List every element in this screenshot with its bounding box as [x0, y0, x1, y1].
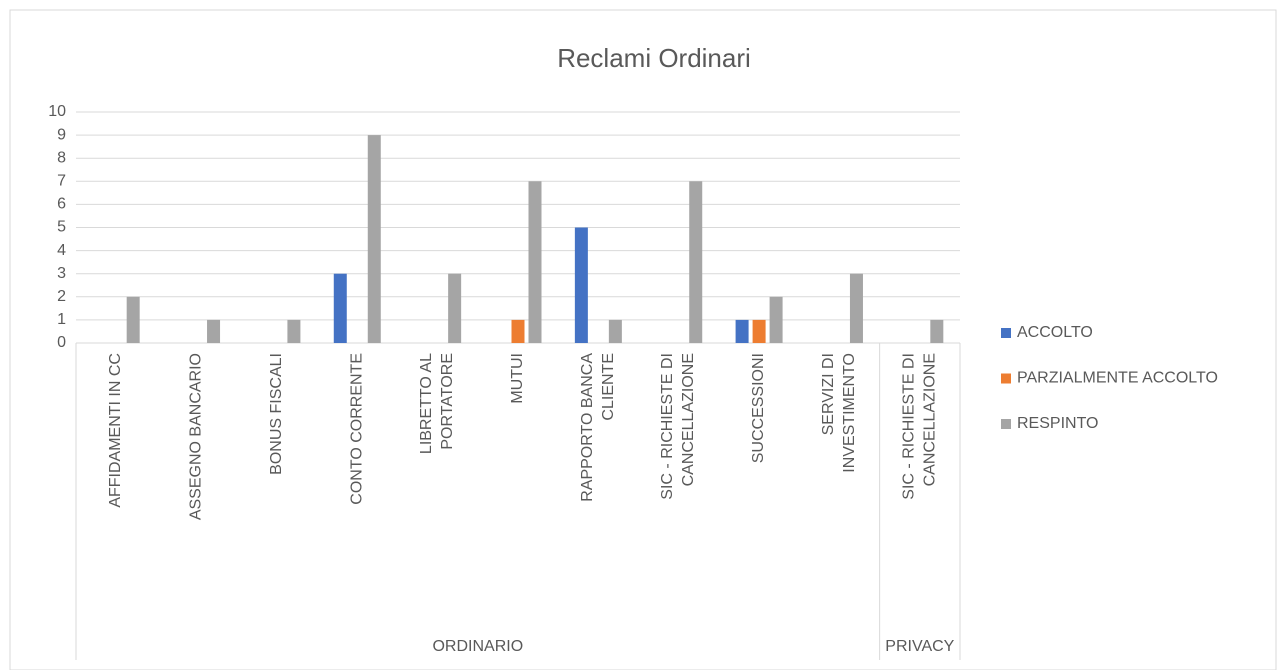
y-tick-label: 6 — [57, 196, 66, 213]
x-tick-label-line: BONUS FISCALI — [268, 353, 285, 475]
bar — [333, 273, 347, 343]
chart-frame — [9, 9, 1277, 670]
x-tick-label: MUTUI — [509, 353, 526, 404]
x-tick-label-line: SUCCESSIONI — [750, 353, 767, 463]
x-tick-label-line: CANCELLAZIONE — [680, 353, 697, 486]
x-tick-label-line: CONTO CORRENTE — [348, 353, 365, 505]
bar — [207, 319, 221, 343]
legend-label: PARZIALMENTE ACCOLTO — [1017, 370, 1218, 387]
chart-title: Reclami Ordinari — [557, 43, 751, 73]
bar — [367, 135, 381, 343]
x-tick-label: SUCCESSIONI — [750, 353, 767, 463]
y-tick-label: 1 — [57, 311, 66, 328]
x-tick-label: SIC - RICHIESTE DI CANCELLAZIONE — [901, 353, 939, 500]
bar — [287, 319, 301, 343]
bar — [574, 227, 588, 343]
y-tick-label: 10 — [48, 103, 66, 120]
bar — [735, 319, 749, 343]
x-tick-label-line: ASSEGNO BANCARIO — [188, 353, 205, 520]
x-tick-label: ASSEGNO BANCARIO — [188, 353, 205, 520]
y-tick-label: 2 — [57, 288, 66, 305]
bar — [849, 273, 863, 343]
y-tick-label: 5 — [57, 219, 66, 236]
x-tick-label: BONUS FISCALI — [268, 353, 285, 475]
group-label: PRIVACY — [885, 638, 954, 655]
bar — [608, 319, 622, 343]
x-tick-label-line: SIC - RICHIESTE DI — [659, 353, 676, 500]
x-tick-label-line: MUTUI — [509, 353, 526, 404]
bar — [511, 319, 525, 343]
bar — [930, 319, 944, 343]
x-tick-label: RAPPORTO BANCA CLIENTE — [579, 353, 617, 502]
x-tick-label: SIC - RICHIESTE DI CANCELLAZIONE — [659, 353, 697, 500]
y-tick-label: 3 — [57, 265, 66, 282]
bar — [528, 181, 542, 343]
bar — [689, 181, 703, 343]
y-tick-label: 9 — [57, 126, 66, 143]
y-tick-label: 7 — [57, 173, 66, 190]
legend-label: ACCOLTO — [1017, 324, 1093, 341]
x-tick-label-line: RAPPORTO BANCA — [579, 353, 596, 502]
bar — [448, 273, 462, 343]
y-tick-label: 4 — [57, 242, 66, 259]
legend-swatch — [1001, 328, 1011, 338]
x-tick-label-line: CLIENTE — [600, 353, 617, 421]
x-tick-label-line: CANCELLAZIONE — [922, 353, 939, 486]
legend-swatch — [1001, 419, 1011, 429]
x-tick-label: CONTO CORRENTE — [348, 353, 365, 505]
legend-label: RESPINTO — [1017, 415, 1099, 432]
bar — [769, 296, 783, 343]
x-tick-label-line: LIBRETTO AL — [418, 353, 435, 454]
bar — [752, 319, 766, 343]
x-tick-label-line: SIC - RICHIESTE DI — [901, 353, 918, 500]
x-tick-label: AFFIDAMENTI IN CC — [107, 353, 124, 508]
y-tick-label: 0 — [57, 334, 66, 351]
x-tick-label-line: PORTATORE — [439, 353, 456, 450]
x-tick-label: LIBRETTO AL PORTATORE — [418, 353, 456, 454]
x-tick-label-line: SERVIZI DI — [820, 353, 837, 435]
legend-swatch — [1001, 373, 1011, 384]
x-tick-label: SERVIZI DI INVESTIMENTO — [820, 353, 858, 473]
x-tick-label-line: AFFIDAMENTI IN CC — [107, 353, 124, 508]
group-label: ORDINARIO — [432, 638, 523, 655]
x-tick-label-line: INVESTIMENTO — [841, 353, 858, 473]
bar — [126, 296, 140, 343]
y-tick-label: 8 — [57, 149, 66, 166]
